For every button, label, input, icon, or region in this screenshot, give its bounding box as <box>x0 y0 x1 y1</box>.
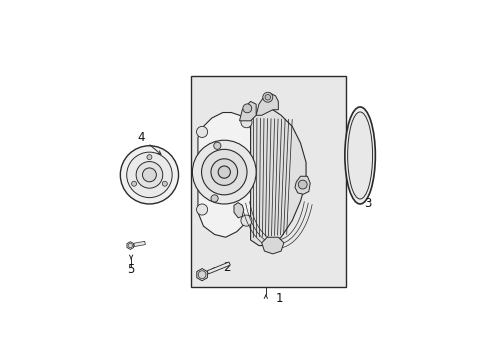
Circle shape <box>241 215 251 226</box>
Text: 5: 5 <box>127 264 135 276</box>
Polygon shape <box>256 93 278 115</box>
Bar <box>191 76 346 287</box>
Circle shape <box>128 243 132 248</box>
Polygon shape <box>261 237 284 254</box>
Circle shape <box>131 181 136 186</box>
Circle shape <box>192 140 256 204</box>
Text: 1: 1 <box>275 292 283 305</box>
Polygon shape <box>239 102 256 121</box>
Circle shape <box>298 180 306 189</box>
Polygon shape <box>233 203 243 218</box>
Ellipse shape <box>344 107 375 204</box>
Polygon shape <box>127 242 133 249</box>
Circle shape <box>264 94 270 100</box>
Circle shape <box>196 126 207 138</box>
Polygon shape <box>250 107 305 246</box>
Polygon shape <box>294 176 309 194</box>
Polygon shape <box>196 269 207 281</box>
Circle shape <box>120 146 178 204</box>
Circle shape <box>198 271 205 279</box>
Text: 2: 2 <box>211 261 230 274</box>
Circle shape <box>146 155 152 159</box>
Circle shape <box>136 162 163 188</box>
Circle shape <box>210 159 237 185</box>
Circle shape <box>213 142 221 149</box>
Circle shape <box>142 168 156 182</box>
Circle shape <box>243 104 251 113</box>
Polygon shape <box>134 241 145 247</box>
Polygon shape <box>207 262 230 274</box>
Circle shape <box>126 152 172 198</box>
Text: 4: 4 <box>137 131 161 154</box>
Polygon shape <box>198 112 250 237</box>
Ellipse shape <box>347 112 372 199</box>
Circle shape <box>196 204 207 215</box>
Text: 3: 3 <box>364 198 371 211</box>
Circle shape <box>210 195 218 202</box>
Circle shape <box>218 166 230 178</box>
Circle shape <box>201 149 246 195</box>
Circle shape <box>241 117 251 128</box>
Circle shape <box>262 92 272 102</box>
Circle shape <box>162 181 167 186</box>
